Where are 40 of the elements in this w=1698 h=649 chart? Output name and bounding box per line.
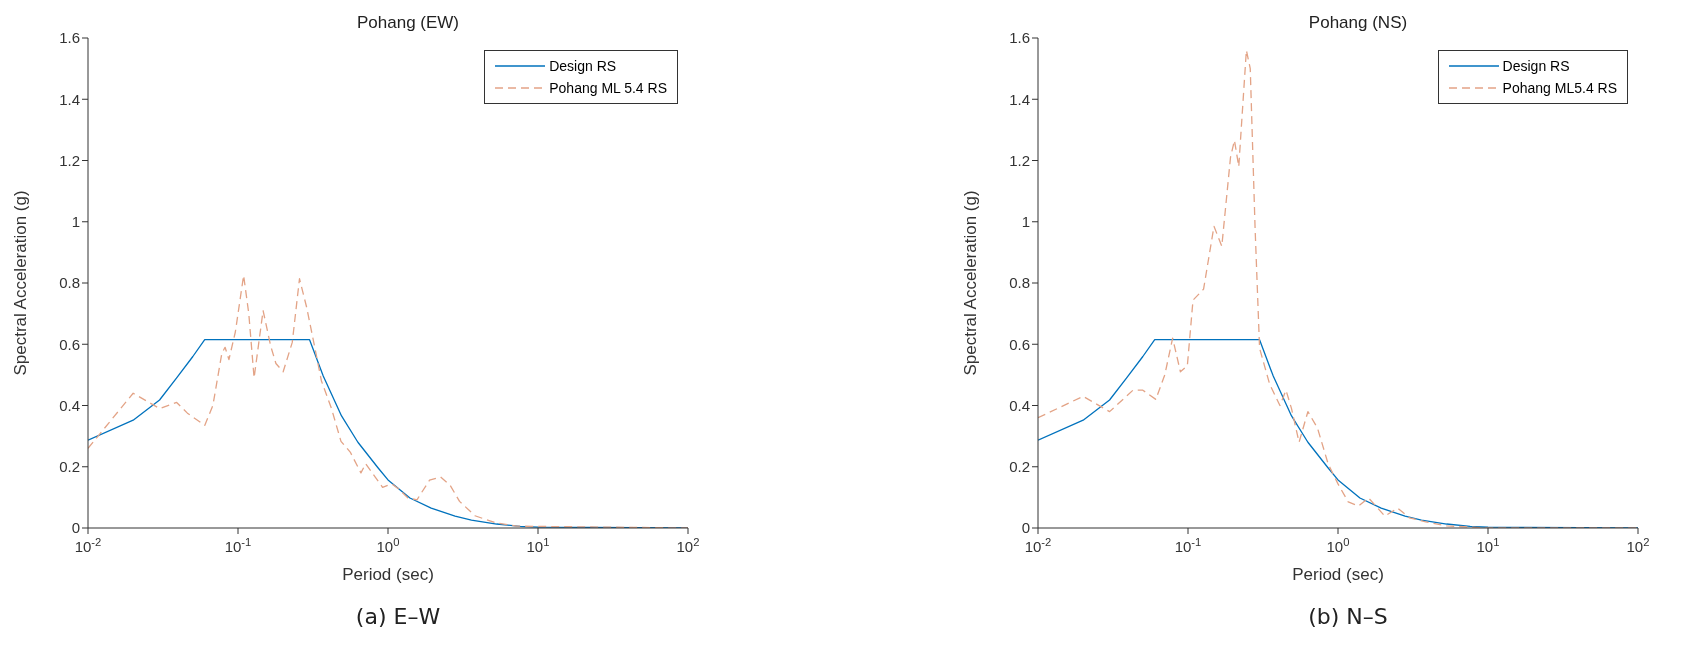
y-tick-label: 0.6	[1009, 335, 1030, 353]
chart-title: Pohang (NS)	[1308, 13, 1408, 32]
x-tick-label: 10$^{1}$	[1476, 536, 1500, 555]
text: (b) N–S	[1307, 604, 1389, 629]
y-tick-label: 1.4	[1009, 90, 1030, 108]
x-tick-label: 10$^{-2}$	[1024, 536, 1052, 555]
y-tick-label: 1.4	[59, 90, 80, 108]
legend-label: Design RS	[1502, 57, 1570, 76]
y-tick-label: 0	[71, 519, 80, 537]
y-tick-label: 1.2	[1009, 151, 1030, 169]
x-tick-label: 10$^{-1}$	[1174, 536, 1202, 555]
legend-label: Pohang ML5.4 RS	[1502, 79, 1617, 98]
x-tick-label: 10$^{2}$	[1626, 536, 1650, 555]
y-tick-label: 0	[1021, 519, 1030, 537]
y-tick-label: 0.2	[59, 458, 80, 476]
x-tick-label: 10$^{0}$	[376, 536, 400, 555]
y-tick-label: 0.2	[1009, 458, 1030, 476]
x-tick-label: 10$^{1}$	[526, 536, 550, 555]
y-tick-label: 1.2	[59, 151, 80, 169]
x-tick-label: 10$^{2}$	[676, 536, 700, 555]
x-axis-title: Period (sec)	[342, 565, 434, 584]
legend-label: Design RS	[549, 57, 617, 76]
chart-title: Pohang (EW)	[356, 13, 460, 32]
y-tick-label: 1.6	[1009, 29, 1030, 47]
y-tick-label: 0.4	[1009, 396, 1030, 414]
y-tick-label: 0.8	[1009, 274, 1030, 292]
y-tick-label: 0.8	[59, 274, 80, 292]
y-tick-label: 1.6	[59, 29, 80, 47]
x-axis-title: Period (sec)	[1292, 565, 1384, 584]
y-tick-label: 0.4	[59, 396, 80, 414]
y-axis-title: Spectral Acceleration (g)	[961, 190, 981, 376]
y-axis-title: Spectral Acceleration (g)	[11, 190, 31, 376]
x-tick-label: 10$^{-2}$	[74, 536, 102, 555]
text: (a) E–W	[354, 604, 442, 629]
y-tick-label: 1	[1021, 213, 1030, 231]
y-tick-label: 0.6	[59, 335, 80, 353]
legend-label: Pohang ML 5.4 RS	[549, 79, 667, 98]
x-tick-label: 10$^{0}$	[1326, 536, 1350, 555]
y-tick-label: 1	[71, 213, 80, 231]
x-tick-label: 10$^{-1}$	[224, 536, 252, 555]
